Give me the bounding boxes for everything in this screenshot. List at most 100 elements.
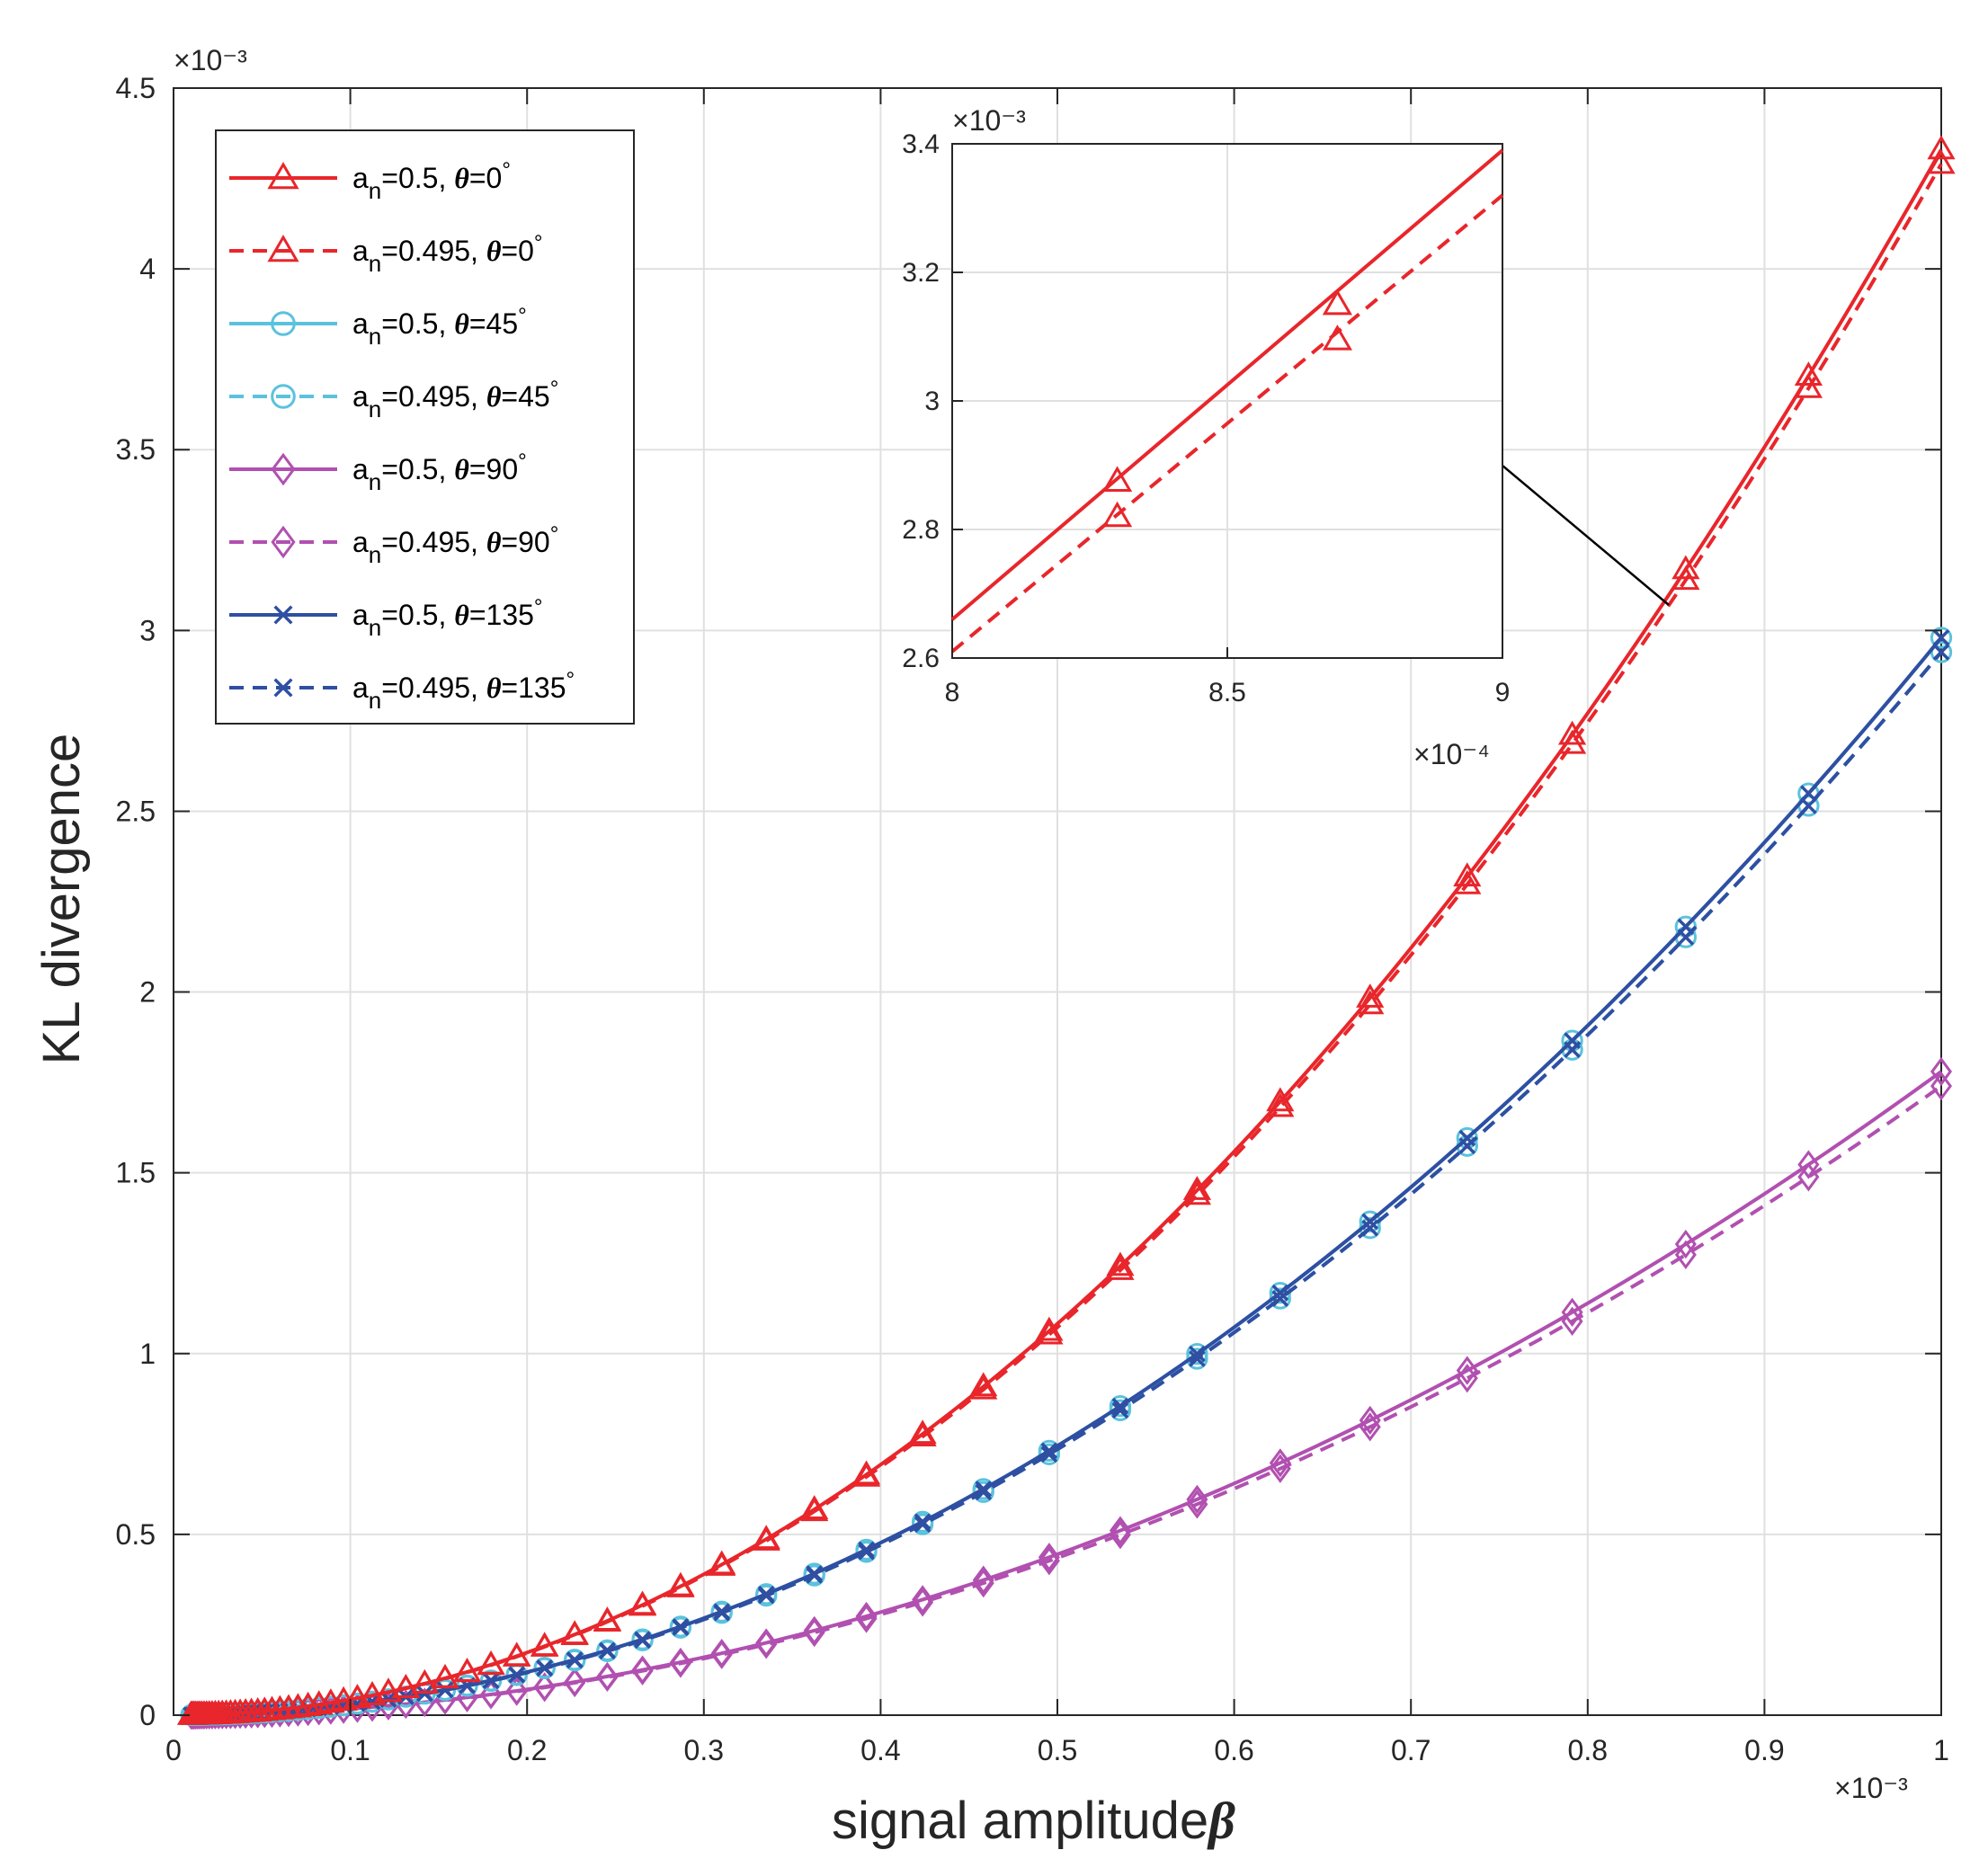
legend-entry: an=0.5, θ=135°	[229, 595, 543, 641]
data-point-marker	[1930, 1071, 1953, 1101]
data-point-marker	[358, 1681, 387, 1706]
data-point-marker	[416, 1685, 433, 1703]
y-tick-label: 3.5	[116, 433, 156, 466]
data-point-marker	[1930, 627, 1953, 649]
data-point-marker	[1035, 1320, 1064, 1345]
data-point-marker	[1932, 629, 1950, 646]
data-point-marker	[634, 1632, 651, 1650]
inset-series-solid	[950, 148, 1504, 621]
legend-label: an=0.5, θ=135°	[352, 595, 543, 641]
data-point-marker	[1040, 1445, 1058, 1463]
x-tick-label: 0.4	[860, 1734, 900, 1766]
data-point-marker	[533, 1672, 556, 1703]
inset-ticks: 8 8.5 9 2.6 2.8 3 3.2 3.4	[902, 129, 1510, 707]
data-point-marker	[1101, 501, 1133, 528]
data-point-marker	[1561, 1297, 1583, 1327]
data-point-marker	[1271, 1290, 1289, 1307]
data-point-marker	[477, 1650, 505, 1676]
data-point-marker	[273, 678, 293, 698]
data-point-marker	[1800, 797, 1817, 814]
data-point-marker	[267, 235, 299, 262]
data-point-marker	[666, 1573, 695, 1597]
legend-entry: an=0.5, θ=90°	[229, 449, 527, 495]
x-tick-label: 0.7	[1391, 1734, 1431, 1766]
x-tick-label: 1	[1933, 1734, 1949, 1766]
inset-y-tick-label: 3.4	[902, 129, 940, 159]
data-point-marker	[1797, 1150, 1820, 1179]
y-tick-label: 0	[139, 1699, 156, 1731]
data-point-marker	[1111, 1397, 1129, 1415]
data-point-marker	[975, 1483, 993, 1501]
inset-zoom-plot: 8 8.5 9 2.6 2.8 3 3.2 3.4 ×10⁻³ ×10⁻⁴	[902, 104, 1510, 770]
y-tick-label: 1	[139, 1338, 156, 1370]
data-point-marker	[1458, 1137, 1476, 1154]
data-point-marker	[1269, 1454, 1291, 1483]
legend-label: an=0.495, θ=45°	[352, 377, 558, 422]
y-tick-label: 0.5	[116, 1518, 156, 1551]
data-point-marker	[755, 1584, 778, 1607]
data-point-marker	[1182, 1180, 1212, 1205]
inset-series	[950, 148, 1504, 654]
series-triangle-0-dashed	[177, 149, 1956, 1725]
data-point-marker	[508, 1667, 525, 1684]
legend-label: an=0.5, θ=45°	[352, 304, 527, 350]
data-point-marker	[536, 1659, 553, 1677]
data-point-marker	[972, 1565, 994, 1595]
inset-x-multiplier: ×10⁻⁴	[1413, 738, 1490, 770]
data-point-marker	[710, 1640, 733, 1669]
data-point-marker	[267, 162, 299, 190]
legend-entry: an=0.5, θ=0°	[229, 158, 511, 204]
legend-label: an=0.5, θ=0°	[352, 158, 511, 204]
data-point-marker	[969, 1372, 998, 1397]
x-tick-label: 0.3	[684, 1734, 724, 1766]
data-point-marker	[271, 452, 296, 486]
data-point-marker	[1186, 1490, 1208, 1519]
legend-label: an=0.495, θ=135°	[352, 668, 575, 714]
data-point-marker	[631, 1656, 654, 1686]
main-ticks: 0 0.1 0.2 0.3 0.4 0.5 0.6 0.7 0.8 0.9 1 0 0.5 1 1.5 2 2.…	[116, 72, 1949, 1766]
data-point-marker	[858, 1543, 875, 1561]
data-point-marker	[1456, 1364, 1478, 1393]
data-point-marker	[1561, 1306, 1583, 1337]
data-point-marker	[669, 1616, 692, 1639]
inset-y-tick-label: 3.2	[902, 258, 940, 288]
data-point-marker	[564, 1649, 586, 1672]
data-point-marker	[1186, 1484, 1208, 1515]
y-tick-label: 2	[139, 976, 156, 1009]
legend-entry: an=0.495, θ=0°	[229, 231, 543, 277]
legend-box	[215, 129, 635, 725]
data-point-marker	[912, 1588, 934, 1617]
data-point-marker	[1797, 1162, 1820, 1192]
data-point-marker	[271, 311, 296, 336]
data-point-marker	[851, 1462, 881, 1487]
y-tick-label: 3	[139, 614, 156, 646]
data-point-marker	[708, 1552, 736, 1576]
series-line	[191, 163, 1943, 1717]
data-point-marker	[1109, 1520, 1131, 1550]
inset-y-tick-label: 2.6	[902, 644, 940, 673]
data-point-marker	[1361, 1213, 1379, 1231]
data-point-marker	[566, 1651, 584, 1669]
data-point-marker	[1930, 1056, 1953, 1087]
data-point-marker	[1356, 990, 1385, 1015]
y-tick-label: 4	[139, 253, 156, 285]
x-tick-label: 0.9	[1744, 1734, 1784, 1766]
data-point-marker	[669, 1649, 691, 1678]
data-point-marker	[1677, 929, 1695, 946]
data-point-marker	[1106, 1256, 1135, 1280]
data-point-marker	[1038, 1443, 1061, 1465]
data-point-marker	[452, 1658, 482, 1683]
inset-series-line	[950, 148, 1504, 621]
data-point-marker	[855, 1541, 878, 1563]
data-point-marker	[431, 1664, 459, 1689]
data-point-marker	[599, 1642, 616, 1660]
data-point-marker	[1359, 1405, 1381, 1436]
y-tick-label: 2.5	[116, 795, 156, 827]
data-point-marker	[628, 1591, 657, 1616]
data-point-marker	[436, 1681, 454, 1699]
inset-series-dashed	[950, 193, 1504, 654]
x-tick-label: 0.5	[1038, 1734, 1077, 1766]
x-tick-label: 0.6	[1214, 1734, 1253, 1766]
data-point-marker	[1322, 289, 1353, 316]
inset-y-tick-label: 3	[924, 387, 940, 416]
